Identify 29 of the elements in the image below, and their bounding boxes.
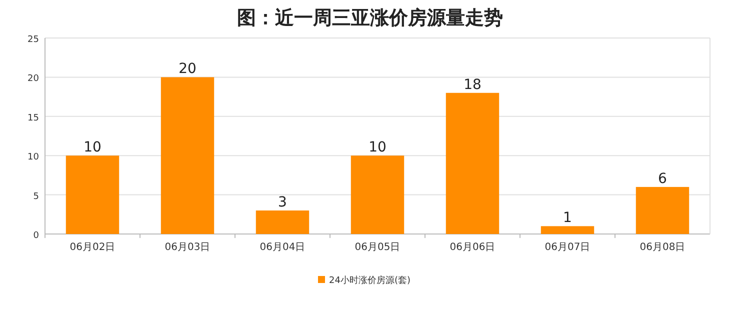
y-tick-label: 15 xyxy=(28,113,39,124)
y-tick-label: 0 xyxy=(33,231,40,241)
x-tick-label: 06月05日 xyxy=(354,242,400,253)
bar xyxy=(350,156,404,234)
data-label: 18 xyxy=(464,76,482,93)
data-label: 3 xyxy=(278,194,287,210)
x-tick-label: 06月02日 xyxy=(70,242,116,253)
bar xyxy=(636,186,690,234)
data-label: 6 xyxy=(658,170,668,187)
legend-label: 24小时涨价房源(套) xyxy=(329,275,410,286)
x-tick-label: 06月03日 xyxy=(164,242,210,253)
bar xyxy=(446,92,500,234)
bar xyxy=(66,156,120,234)
data-label: 10 xyxy=(84,140,102,156)
data-label: 10 xyxy=(368,140,386,156)
bar xyxy=(160,77,214,234)
data-label: 1 xyxy=(563,210,572,226)
y-tick-label: 20 xyxy=(28,74,40,84)
bar xyxy=(256,210,310,234)
bar xyxy=(540,226,594,234)
y-tick-label: 10 xyxy=(28,152,40,163)
x-tick-label: 06月07日 xyxy=(544,242,590,253)
x-tick-label: 06月04日 xyxy=(260,242,306,253)
x-tick-label: 06月06日 xyxy=(450,242,496,253)
y-tick-label: 25 xyxy=(28,35,39,45)
y-tick-label: 5 xyxy=(33,192,39,202)
data-label: 20 xyxy=(178,61,196,78)
chart-title: 图：近一周三亚涨价房源量走势 xyxy=(237,7,503,29)
x-tick-label: 06月08日 xyxy=(640,242,686,253)
